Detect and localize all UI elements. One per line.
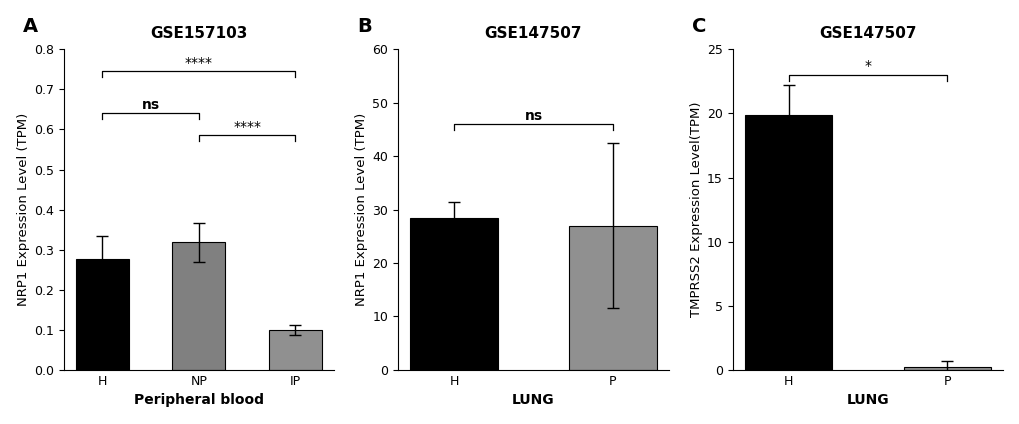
Bar: [903, 367, 990, 370]
Text: ns: ns: [524, 109, 542, 123]
Bar: [269, 330, 322, 370]
Bar: [410, 218, 497, 370]
Y-axis label: TMPRSS2 Expression Level(TPM): TMPRSS2 Expression Level(TPM): [689, 102, 702, 318]
X-axis label: LUNG: LUNG: [846, 393, 889, 407]
Y-axis label: NRP1 Expression Level (TPM): NRP1 Expression Level (TPM): [355, 113, 368, 306]
X-axis label: Peripheral blood: Peripheral blood: [133, 393, 264, 407]
Title: GSE147507: GSE147507: [818, 26, 916, 41]
Text: ****: ****: [233, 120, 261, 134]
Text: ns: ns: [142, 98, 160, 112]
Title: GSE147507: GSE147507: [484, 26, 582, 41]
Bar: [569, 226, 656, 370]
Bar: [172, 243, 225, 370]
Y-axis label: NRP1 Expression Level (TPM): NRP1 Expression Level (TPM): [16, 113, 30, 306]
Bar: [75, 259, 128, 370]
Text: *: *: [863, 59, 870, 73]
X-axis label: LUNG: LUNG: [512, 393, 554, 407]
Bar: [744, 115, 832, 370]
Text: B: B: [357, 17, 372, 36]
Text: A: A: [22, 17, 38, 36]
Text: C: C: [691, 17, 705, 36]
Text: ****: ****: [184, 56, 213, 70]
Title: GSE157103: GSE157103: [150, 26, 248, 41]
